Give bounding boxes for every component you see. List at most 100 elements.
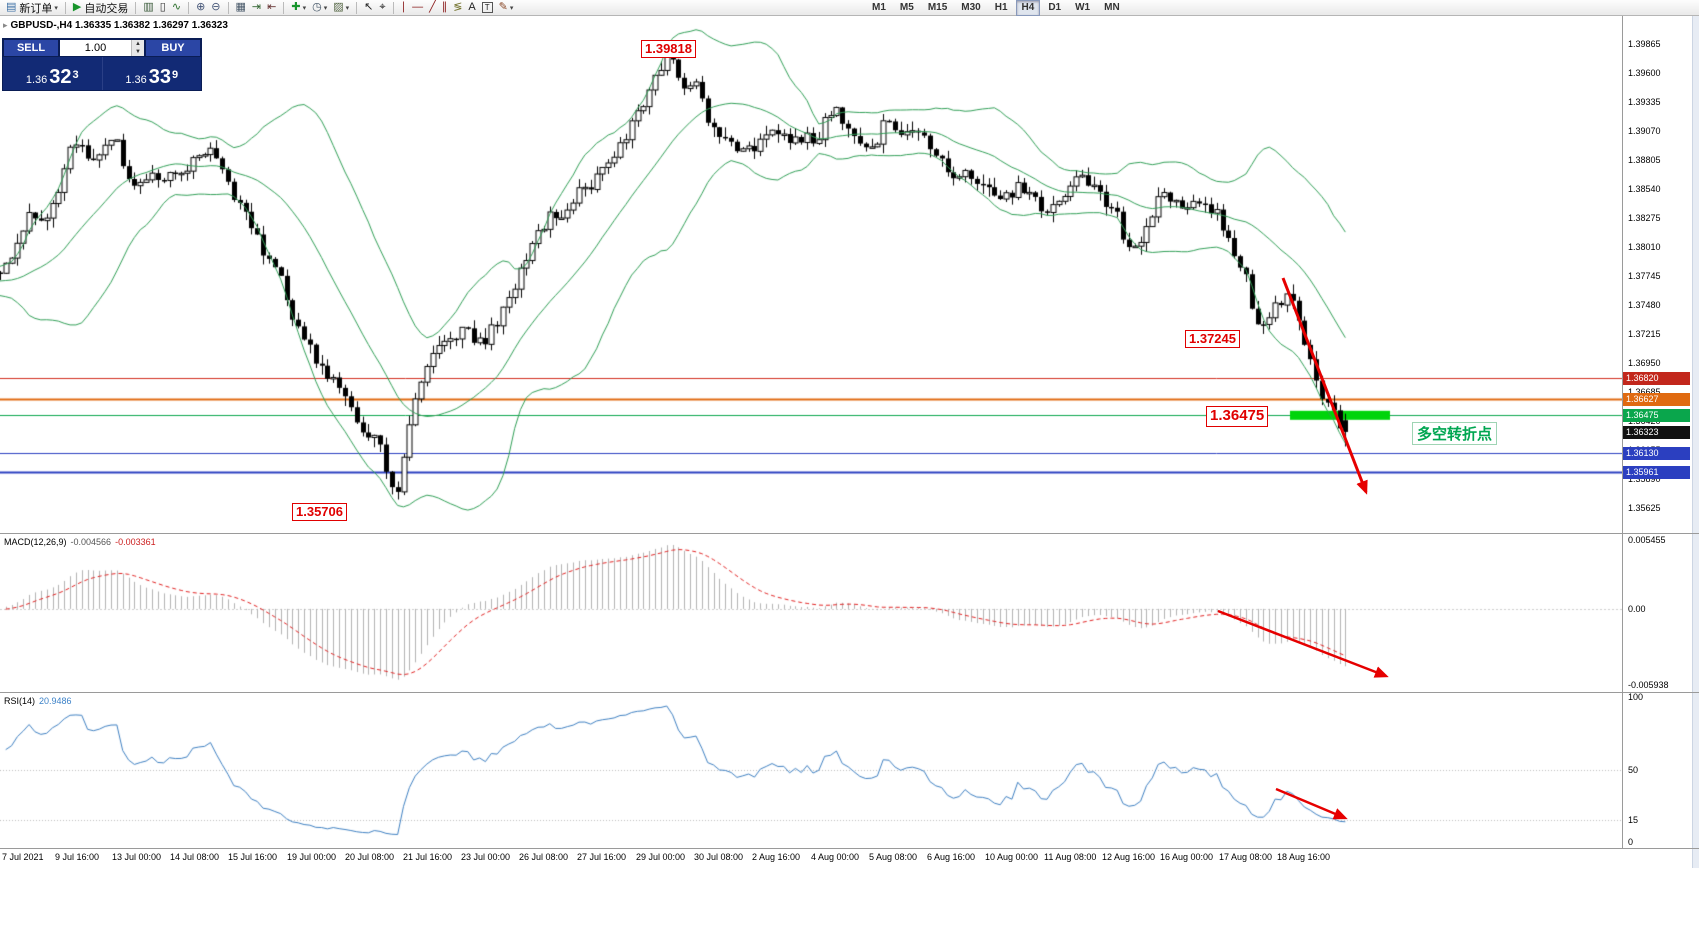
timeframe-h1-button[interactable]: H1 <box>994 1 1008 13</box>
volume-up-icon[interactable]: ▲ <box>132 40 144 48</box>
autotrading-icon: ▶ <box>72 1 82 13</box>
chart-candles-button[interactable]: ▯ <box>158 1 168 15</box>
chart-line-icon: ∿ <box>171 1 182 13</box>
price-axis-label: 1.38010 <box>1628 242 1661 253</box>
price-axis-label: 1.37215 <box>1628 329 1661 340</box>
main-chart-canvas[interactable] <box>0 16 1622 533</box>
sell-price[interactable]: 1.36 32 3 <box>3 57 103 90</box>
rsi-name: RSI(14) <box>4 696 36 706</box>
time-axis-divider <box>0 848 1699 849</box>
price-callout[interactable]: 1.36475 <box>1206 406 1269 427</box>
draw-icon: ✎ <box>498 1 508 13</box>
templates-icon: ▨ <box>333 1 344 13</box>
timeframe-w1-button[interactable]: W1 <box>1075 1 1091 13</box>
time-axis-label: 11 Aug 08:00 <box>1044 852 1097 862</box>
time-axis-label: 6 Aug 16:00 <box>927 852 976 862</box>
templates-button[interactable]: ▨ ▾ <box>331 1 351 15</box>
text-icon: A <box>468 1 476 13</box>
timeframe-mn-button[interactable]: MN <box>1104 1 1120 13</box>
toolbar-separator <box>188 1 190 14</box>
toolbar-separator <box>227 1 229 14</box>
rsi-axis-label: 100 <box>1628 692 1644 702</box>
chart-shift-button[interactable]: ⇤ <box>265 1 278 15</box>
volume-down-icon[interactable]: ▼ <box>132 48 144 56</box>
macd-panel-divider[interactable] <box>0 533 1699 534</box>
chart-line-button[interactable]: ∿ <box>170 1 183 15</box>
time-axis-label: 21 Jul 16:00 <box>403 852 453 862</box>
zoom-in-icon: ⊕ <box>196 1 206 13</box>
time-axis-label: 9 Jul 16:00 <box>55 852 100 862</box>
rsi-axis-label: 15 <box>1628 815 1639 826</box>
dropdown-chevron-icon[interactable]: ▾ <box>54 4 58 12</box>
volume-input[interactable] <box>60 40 131 56</box>
zoom-in-button[interactable]: ⊕ <box>194 1 207 15</box>
price-callout[interactable]: 1.37245 <box>1185 330 1240 349</box>
sell-price-point: 3 <box>72 69 79 81</box>
buy-price[interactable]: 1.36 33 9 <box>103 57 202 90</box>
chart-bars-button[interactable]: ▥ <box>141 1 155 15</box>
rsi-panel-divider[interactable] <box>0 692 1699 693</box>
horizontal-line-icon: ― <box>412 1 424 13</box>
rsi-axis-label: 50 <box>1628 764 1639 775</box>
dropdown-chevron-icon[interactable]: ▾ <box>323 4 328 12</box>
turning-point-annotation[interactable]: 多空转折点 <box>1412 422 1498 445</box>
rsi-axis-label: 0 <box>1628 837 1634 847</box>
expand-arrow-icon[interactable]: ▸ <box>3 20 8 30</box>
timeframe-m1-button[interactable]: M1 <box>872 1 886 13</box>
timeframe-m5-button[interactable]: M5 <box>899 1 914 13</box>
price-callout[interactable]: 1.35706 <box>292 503 347 522</box>
macd-panel-canvas[interactable] <box>0 534 1622 692</box>
timeframe-m15-button[interactable]: M15 <box>927 1 948 13</box>
dropdown-chevron-icon[interactable]: ▾ <box>345 4 350 12</box>
vertical-scrollbar[interactable] <box>1692 16 1699 868</box>
buy-button[interactable]: BUY <box>145 39 201 57</box>
price-axis-label: 1.39865 <box>1628 39 1661 50</box>
text-button[interactable]: A <box>466 1 477 15</box>
fibonacci-icon: ≶ <box>453 1 463 13</box>
price-tag: 1.36323 <box>1623 425 1690 439</box>
time-axis-label: 14 Jul 08:00 <box>170 852 220 862</box>
price-axis-label: 1.37745 <box>1628 271 1661 282</box>
volume-stepper: ▲ ▼ <box>131 40 144 56</box>
dropdown-chevron-icon[interactable]: ▾ <box>302 4 307 12</box>
dropdown-chevron-icon[interactable]: ▾ <box>509 4 514 12</box>
indicators-button[interactable]: ✚ ▾ <box>289 1 308 15</box>
tile-windows-button[interactable]: ▦ <box>234 1 248 15</box>
channel-button[interactable]: ∥ <box>440 1 450 15</box>
periods-button[interactable]: ◷ ▾ <box>310 1 329 15</box>
arrows-button[interactable]: T <box>480 1 495 15</box>
price-callout[interactable]: 1.39818 <box>641 40 696 59</box>
price-axis-label: 1.38540 <box>1628 184 1661 195</box>
new-order-icon: ▤ <box>6 1 17 13</box>
zoom-out-icon: ⊖ <box>211 1 221 13</box>
fibonacci-button[interactable]: ≶ <box>451 1 464 15</box>
symbol-ohlc-text: GBPUSD-,H4 1.36335 1.36382 1.36297 1.363… <box>10 20 228 31</box>
price-axis-label: 1.39335 <box>1628 97 1661 108</box>
macd-axis-label: -0.005938 <box>1628 680 1669 690</box>
timeframe-d1-button[interactable]: D1 <box>1048 1 1062 13</box>
macd-name: MACD(12,26,9) <box>4 537 67 547</box>
periods-icon: ◷ <box>312 1 322 13</box>
new-order-button[interactable]: ▤ 新订单 ▾ <box>4 1 60 15</box>
zoom-out-button[interactable]: ⊖ <box>209 1 222 15</box>
time-axis-label: 18 Aug 16:00 <box>1277 852 1331 862</box>
vertical-line-button[interactable]: ∣ <box>399 1 409 15</box>
crosshair-button[interactable]: ⌖ <box>377 1 387 15</box>
time-axis-label: 26 Jul 08:00 <box>519 852 569 862</box>
sell-button[interactable]: SELL <box>3 39 59 57</box>
timeframe-m30-button[interactable]: M30 <box>961 1 981 13</box>
auto-scroll-button[interactable]: ⇥ <box>250 1 263 15</box>
cursor-button[interactable]: ↖ <box>362 1 375 15</box>
draw-button[interactable]: ✎ ▾ <box>497 1 516 15</box>
price-axis-label: 1.36685 <box>1628 387 1661 397</box>
rsi-panel-canvas[interactable] <box>0 693 1622 848</box>
autotrading-button[interactable]: ▶ 自动交易 <box>71 1 130 15</box>
sell-price-pips: 32 <box>49 66 72 88</box>
horizontal-line-button[interactable]: ― <box>410 1 425 15</box>
price-axis-label: 1.39600 <box>1628 68 1661 79</box>
trendline-button[interactable]: ╱ <box>427 1 438 15</box>
timeframe-h4-button[interactable]: H4 <box>1015 0 1041 16</box>
price-axis-label: 1.38805 <box>1628 155 1661 166</box>
macd-value-signal: -0.003361 <box>115 537 156 547</box>
